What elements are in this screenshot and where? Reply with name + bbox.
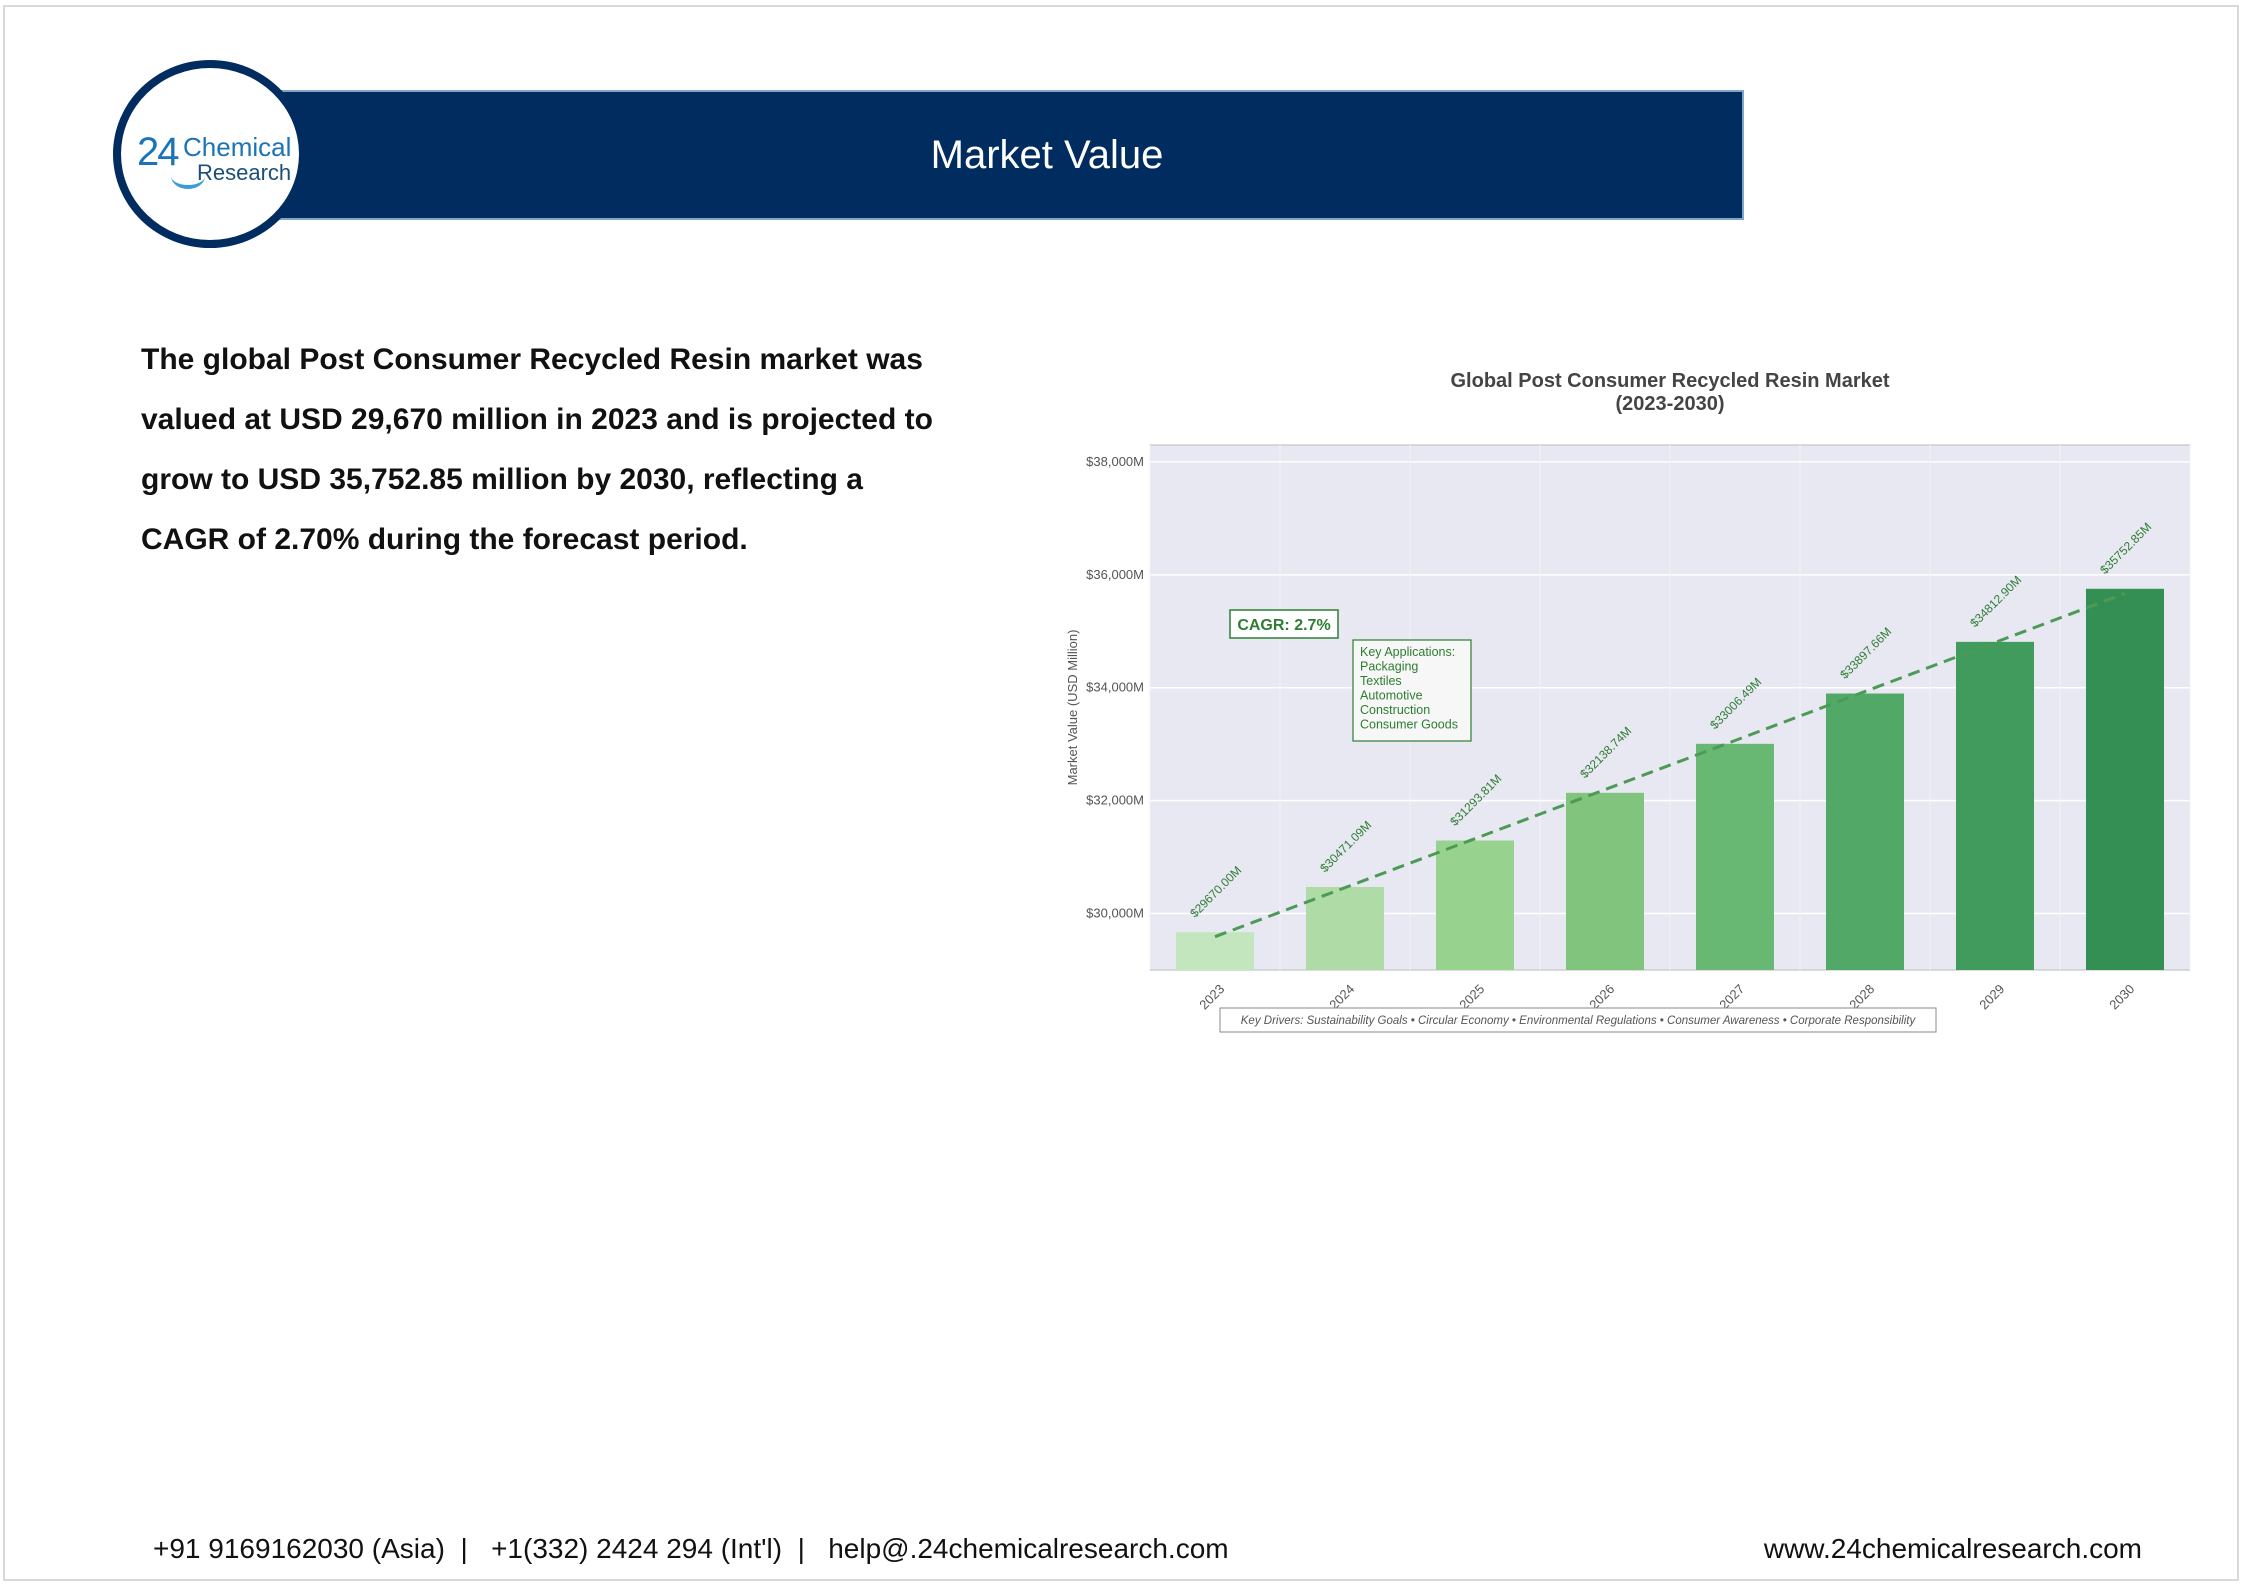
bar — [1306, 886, 1384, 970]
chart-title: Global Post Consumer Recycled Resin Mark… — [1450, 370, 1889, 392]
header-bar: Market Value — [270, 90, 1744, 220]
application-item: Textiles — [1360, 674, 1402, 688]
logo-drop-icon — [171, 163, 205, 189]
application-item: Construction — [1360, 703, 1430, 717]
chart-subtitle: (2023-2030) — [1616, 393, 1725, 415]
bar — [1826, 693, 1904, 970]
bar — [1176, 932, 1254, 970]
y-tick-label: $38,000M — [1086, 454, 1144, 469]
x-tick-label: 2030 — [2106, 981, 2137, 1012]
logo-number: 24 — [137, 130, 179, 174]
bar — [2086, 588, 2164, 970]
y-tick-label: $32,000M — [1086, 793, 1144, 808]
y-tick-label: $36,000M — [1086, 567, 1144, 582]
application-item: Consumer Goods — [1360, 718, 1458, 732]
applications-box — [1352, 639, 1472, 742]
drivers-box — [1219, 1007, 1937, 1033]
cagr-box — [1229, 609, 1339, 639]
page-title: Market Value — [930, 132, 1164, 177]
page-frame — [3, 5, 2239, 1581]
market-value-chart: Global Post Consumer Recycled Resin Mark… — [1065, 370, 2191, 1033]
application-item: Automotive — [1360, 689, 1423, 703]
footer-contact: +91 9169162030 (Asia) | +1(332) 2424 294… — [153, 1533, 1229, 1564]
footer-website-link[interactable]: www.24chemicalresearch.com — [1763, 1533, 2142, 1564]
y-tick-label: $30,000M — [1086, 906, 1144, 921]
company-logo: 24 Chemical Research — [113, 60, 307, 248]
bar — [1696, 743, 1774, 970]
x-tick-label: 2029 — [1976, 981, 2007, 1012]
application-item: Packaging — [1360, 660, 1418, 674]
bar — [1566, 792, 1644, 970]
y-tick-label: $34,000M — [1086, 680, 1144, 695]
market-summary-text: The global Post Consumer Recycled Resin … — [141, 343, 933, 556]
bar — [1956, 641, 2034, 970]
cagr-label: CAGR: 2.7% — [1237, 617, 1330, 634]
y-axis-label: Market Value (USD Million) — [1065, 630, 1080, 786]
trend-line — [1214, 592, 2126, 939]
logo-word-chemical: Chemical — [183, 132, 292, 162]
logo-word-research: Research — [197, 160, 292, 185]
bar — [1436, 840, 1514, 970]
drivers-label: Key Drivers: Sustainability Goals • Circ… — [1241, 1015, 1917, 1027]
applications-title: Key Applications: — [1360, 645, 1455, 659]
